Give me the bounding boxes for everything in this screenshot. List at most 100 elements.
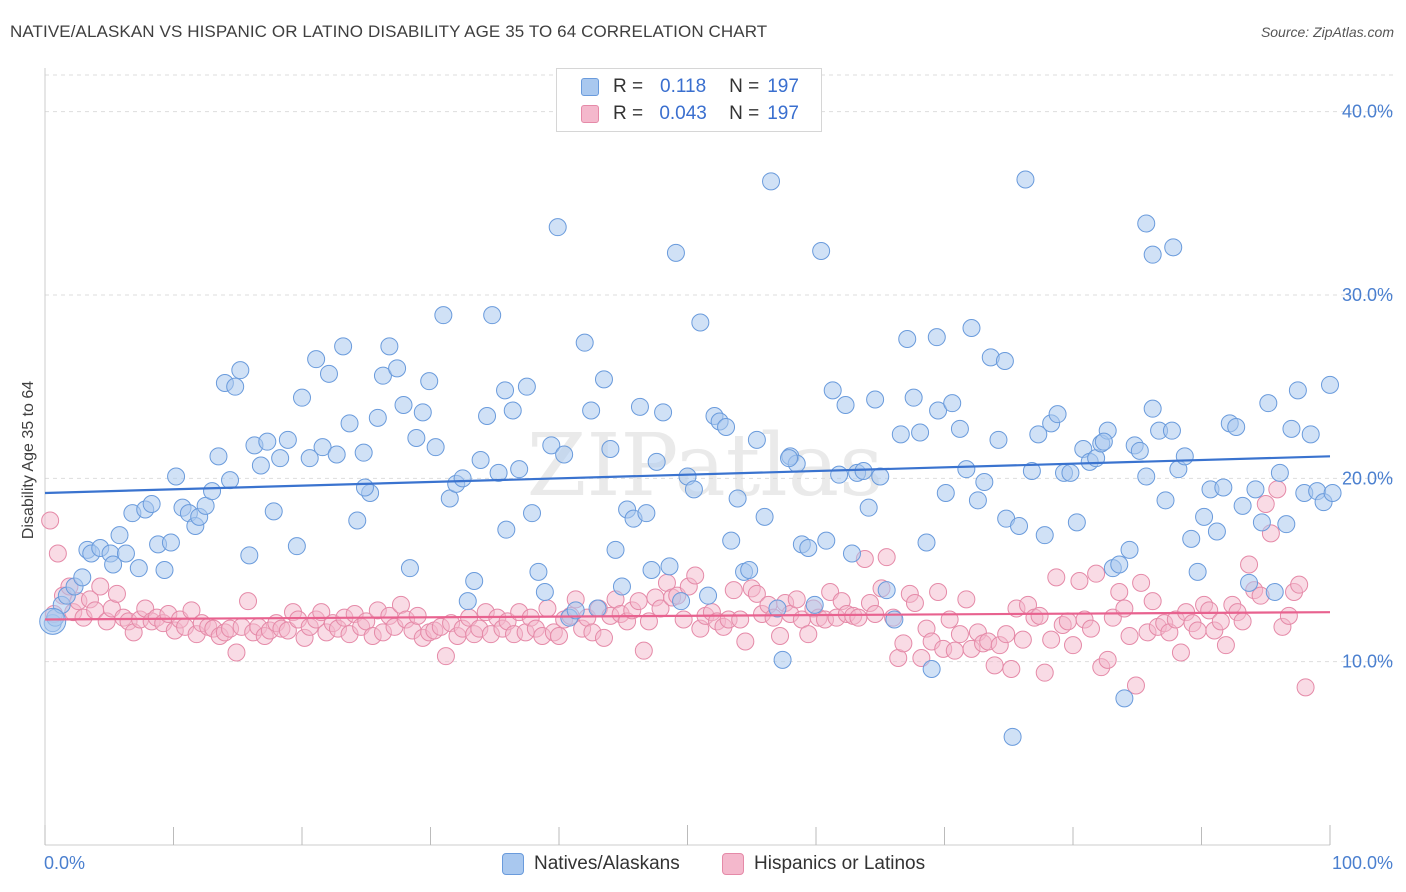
data-point-native — [340, 414, 359, 433]
data-point-native — [612, 577, 631, 596]
data-point-native — [904, 388, 923, 407]
data-point-hispanic — [91, 577, 110, 596]
y-tick-label: 20.0% — [1342, 468, 1393, 488]
data-point-native — [1182, 529, 1201, 548]
data-point-native — [768, 599, 787, 618]
data-point-native — [319, 364, 338, 383]
data-point-native — [388, 359, 407, 378]
data-point-native — [354, 443, 373, 462]
data-point-hispanic — [1188, 621, 1207, 640]
data-point-hispanic — [1064, 636, 1082, 655]
y-axis-label: Disability Age 35 to 64 — [20, 381, 37, 539]
data-point-native — [1130, 441, 1149, 460]
data-point-native — [407, 429, 426, 447]
data-point-native — [1137, 467, 1156, 486]
data-point-native — [420, 372, 439, 391]
data-point-native — [497, 520, 516, 539]
data-point-native — [129, 559, 148, 578]
data-point-native — [842, 544, 861, 563]
data-point-native — [1115, 689, 1134, 708]
data-point-hispanic — [894, 634, 913, 653]
data-point-native — [995, 352, 1014, 370]
data-point-native — [209, 447, 228, 466]
data-point-native — [373, 366, 392, 385]
correlation-legend: R = 0.118 N = 197 R = 0.043 N = 197 — [556, 68, 822, 132]
data-point-native — [666, 243, 685, 262]
data-point-native — [699, 586, 718, 605]
data-point-hispanic — [724, 581, 743, 600]
data-point-hispanic — [985, 656, 1004, 675]
data-point-hispanic — [1171, 643, 1190, 662]
data-point-native — [642, 561, 661, 579]
data-point-native — [1240, 573, 1259, 592]
bottom-legend-hispanics: Hispanics or Latinos — [722, 852, 925, 876]
data-point-hispanic — [629, 592, 648, 611]
data-point-native — [161, 533, 180, 552]
data-point-hispanic — [1058, 612, 1077, 631]
data-point-native — [264, 502, 283, 521]
data-point-hispanic — [747, 584, 766, 603]
data-point-hispanic — [408, 606, 427, 625]
data-point-native — [116, 544, 135, 563]
data-point-native — [755, 507, 774, 526]
data-point-hispanic — [1098, 650, 1117, 669]
data-point-native — [660, 557, 679, 576]
data-point-native — [672, 592, 691, 611]
data-point-hispanic — [929, 583, 948, 601]
data-point-native — [426, 438, 445, 457]
data-point-native — [1035, 526, 1054, 545]
data-point-native — [453, 469, 472, 488]
data-point-native — [950, 419, 969, 438]
legend-n-value: 197 — [767, 103, 799, 124]
data-point-native — [606, 540, 625, 559]
data-point-native — [348, 511, 367, 530]
bottom-legend-label: Hispanics or Latinos — [754, 853, 926, 874]
data-point-hispanic — [1240, 555, 1259, 574]
legend-r-label: R = — [613, 76, 644, 97]
data-point-hispanic — [538, 599, 557, 618]
data-point-native — [911, 423, 930, 442]
data-point-native — [929, 401, 948, 420]
data-point-native — [927, 328, 946, 347]
data-point-native — [854, 462, 873, 480]
data-point-native — [155, 561, 174, 579]
data-point-hispanic — [731, 610, 750, 629]
data-point-hispanic — [1132, 573, 1151, 592]
data-point-native — [866, 390, 885, 409]
data-point-native — [1188, 562, 1207, 581]
data-point-native — [647, 452, 666, 471]
data-point-native — [307, 350, 326, 369]
data-point-native — [1137, 214, 1156, 233]
data-point-hispanic — [1296, 678, 1315, 697]
data-point-native — [566, 601, 585, 620]
data-point-hispanic — [48, 544, 67, 563]
data-point-hispanic — [849, 608, 868, 627]
bottom-legend-swatch-blue — [502, 853, 524, 875]
data-point-native — [588, 599, 607, 618]
data-point-native — [465, 572, 484, 590]
data-point-native — [483, 306, 502, 325]
data-point-hispanic — [41, 511, 60, 530]
data-point-native — [812, 242, 831, 260]
data-point-hispanic — [550, 627, 568, 645]
data-point-native — [413, 403, 432, 422]
data-point-native — [922, 660, 941, 678]
data-point-native — [722, 531, 741, 550]
data-point-hispanic — [634, 641, 653, 660]
legend-n-value: 197 — [767, 76, 799, 97]
data-point-hispanic — [997, 625, 1016, 644]
data-point-hispanic — [945, 641, 964, 660]
data-point-hispanic — [799, 625, 818, 644]
data-point-native — [740, 561, 759, 579]
data-point-native — [1143, 399, 1162, 418]
data-point-native — [1029, 425, 1048, 444]
data-point-native — [368, 408, 387, 427]
trend-line-natives — [44, 455, 1331, 495]
data-point-native — [1048, 405, 1067, 424]
data-point-native — [871, 467, 890, 486]
data-point-native — [936, 484, 955, 502]
data-point-hispanic — [239, 592, 258, 611]
data-point-native — [1288, 381, 1307, 400]
data-point-hispanic — [1120, 627, 1139, 645]
